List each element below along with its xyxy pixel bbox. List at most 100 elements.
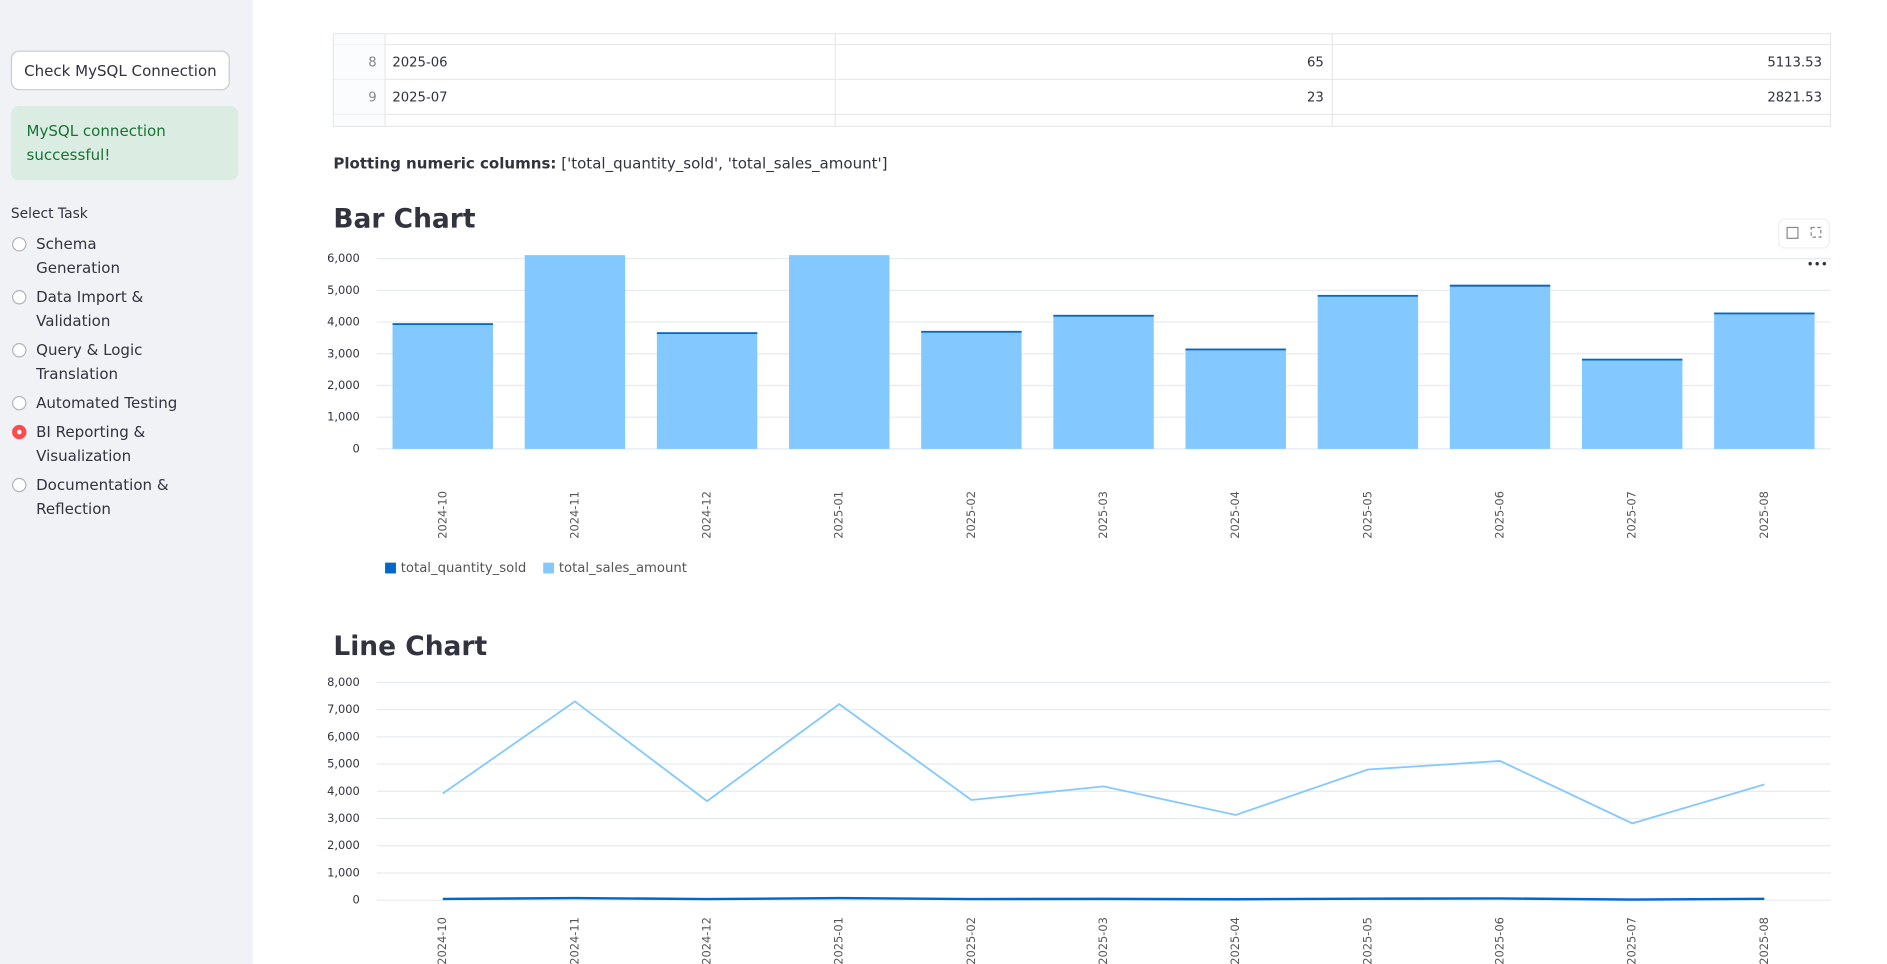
radio-group: Schema Generation Data Import & Validatio… bbox=[11, 232, 240, 526]
caption-label: Plotting numeric columns: bbox=[333, 154, 556, 172]
fullscreen-icon[interactable] bbox=[1810, 226, 1822, 238]
radio-option[interactable]: Data Import & Validation bbox=[11, 285, 240, 333]
x-tick-label: 2025-03 bbox=[1096, 491, 1110, 539]
table-cell: 2025-06 bbox=[392, 56, 447, 71]
bar bbox=[1053, 316, 1154, 449]
x-tick-label: 2025-08 bbox=[1757, 491, 1771, 539]
radio-dot[interactable] bbox=[12, 237, 27, 252]
radio-dot[interactable] bbox=[12, 290, 27, 305]
y-tick-label: 6,000 bbox=[327, 251, 360, 265]
legend-label: total_sales_amount bbox=[559, 561, 687, 576]
radio-text: BI Reporting & Visualization bbox=[36, 422, 146, 465]
table-cell: 5113.53 bbox=[1767, 56, 1822, 71]
table-icon[interactable] bbox=[1786, 226, 1799, 239]
bar bbox=[524, 255, 626, 449]
y-tick-label: 4,000 bbox=[327, 784, 360, 798]
radio-option[interactable]: Schema Generation bbox=[11, 232, 240, 280]
chart-title: Line Chart bbox=[333, 631, 487, 662]
x-tick-label: 2025-04 bbox=[1228, 917, 1242, 964]
bar bbox=[921, 330, 1022, 333]
y-tick-label: 7,000 bbox=[327, 702, 360, 716]
sidebar-content: Check MySQL Connection MySQL connection … bbox=[10, 50, 240, 526]
y-tick-label: 0 bbox=[353, 893, 360, 907]
y-tick-label: 5,000 bbox=[327, 757, 360, 771]
x-tick-label: 2025-07 bbox=[1625, 917, 1639, 964]
bar bbox=[1581, 358, 1683, 361]
chart-toolbar: ••• bbox=[1778, 218, 1830, 271]
table-cell: 2821.53 bbox=[1767, 90, 1822, 105]
x-tick-label: 2025-02 bbox=[964, 917, 978, 964]
check-button[interactable]: Check MySQL Connection bbox=[10, 50, 230, 91]
radio-dot[interactable] bbox=[12, 477, 27, 493]
bar bbox=[1185, 348, 1286, 351]
radio-dot[interactable] bbox=[12, 343, 27, 358]
x-tick-label: 2024-10 bbox=[435, 917, 449, 964]
legend-swatch bbox=[385, 562, 396, 574]
bar bbox=[1317, 294, 1419, 297]
radio-text: Data Import & Validation bbox=[36, 287, 144, 330]
table-cell: 9 bbox=[368, 90, 376, 105]
caption-text: ['total_quantity_sold', 'total_sales_amo… bbox=[561, 154, 887, 173]
bar bbox=[921, 332, 1022, 449]
x-tick-label: 2025-03 bbox=[1096, 917, 1110, 964]
radio-option[interactable]: Documentation & Reflection bbox=[11, 473, 240, 521]
y-tick-label: 5,000 bbox=[327, 283, 360, 297]
bar bbox=[1053, 314, 1154, 317]
more-icon[interactable]: ••• bbox=[1807, 257, 1828, 271]
table-cell: 8 bbox=[368, 56, 376, 71]
bar bbox=[1317, 296, 1419, 449]
bar bbox=[1185, 349, 1286, 449]
table-index-bg bbox=[333, 34, 385, 126]
legend-label: total_quantity_sold bbox=[401, 561, 527, 576]
y-tick-label: 1,000 bbox=[327, 410, 360, 424]
bar bbox=[392, 324, 493, 449]
y-tick-label: 4,000 bbox=[327, 315, 360, 329]
x-tick-label: 2025-05 bbox=[1360, 917, 1374, 964]
plot bbox=[442, 700, 1765, 901]
chart-title: Bar Chart bbox=[333, 204, 475, 235]
legend-swatch bbox=[543, 562, 555, 574]
bar bbox=[656, 332, 758, 335]
success-alert: MySQL connection successful! bbox=[10, 105, 239, 181]
bar bbox=[392, 323, 493, 325]
radio-text: Schema Generation bbox=[36, 234, 121, 277]
plot bbox=[392, 215, 1815, 449]
radio-dot[interactable] bbox=[12, 395, 27, 411]
y-tick-label: 8,000 bbox=[327, 675, 360, 689]
radio-label: Select Task bbox=[10, 204, 88, 222]
caption: Plotting numeric columns: ['total_quanti… bbox=[333, 154, 887, 173]
table-cell: 2025-07 bbox=[392, 90, 447, 105]
x-tick-label: 2024-10 bbox=[435, 491, 449, 539]
radio-option[interactable]: Automated Testing bbox=[11, 391, 240, 415]
y-tick-label: 2,000 bbox=[327, 378, 360, 392]
radio-text: Documentation & Reflection bbox=[36, 475, 169, 518]
y-tick-label: 1,000 bbox=[327, 865, 360, 879]
radio-dot[interactable] bbox=[12, 424, 27, 440]
bar bbox=[1714, 314, 1815, 449]
bar bbox=[656, 333, 758, 449]
bar bbox=[1449, 286, 1551, 449]
radio-text: Query & Logic Translation bbox=[36, 340, 143, 383]
x-tick-label: 2024-12 bbox=[700, 917, 714, 964]
table-cell: 65 bbox=[1307, 56, 1324, 71]
menu-icon[interactable]: ⋮ bbox=[1881, 0, 1887, 13]
x-tick-label: 2025-08 bbox=[1757, 917, 1771, 964]
table-cell: 23 bbox=[1307, 90, 1324, 105]
bar bbox=[525, 215, 625, 218]
y-tick-label: 3,000 bbox=[327, 811, 360, 825]
y-tick-label: 6,000 bbox=[327, 729, 360, 743]
y-tick-label: 3,000 bbox=[327, 346, 360, 360]
bar bbox=[789, 218, 889, 220]
line bbox=[442, 896, 1765, 901]
bar bbox=[789, 255, 890, 449]
x-tick-label: 2025-01 bbox=[832, 917, 846, 964]
x-tick-label: 2025-07 bbox=[1625, 491, 1639, 539]
line bbox=[442, 700, 1765, 825]
bar bbox=[1714, 312, 1815, 315]
radio-option[interactable]: Query & Logic Translation bbox=[11, 338, 240, 386]
radio-option[interactable]: BI Reporting & Visualization bbox=[11, 420, 240, 468]
toolbar bbox=[1778, 218, 1830, 249]
x-tick-label: 2025-06 bbox=[1493, 491, 1507, 539]
